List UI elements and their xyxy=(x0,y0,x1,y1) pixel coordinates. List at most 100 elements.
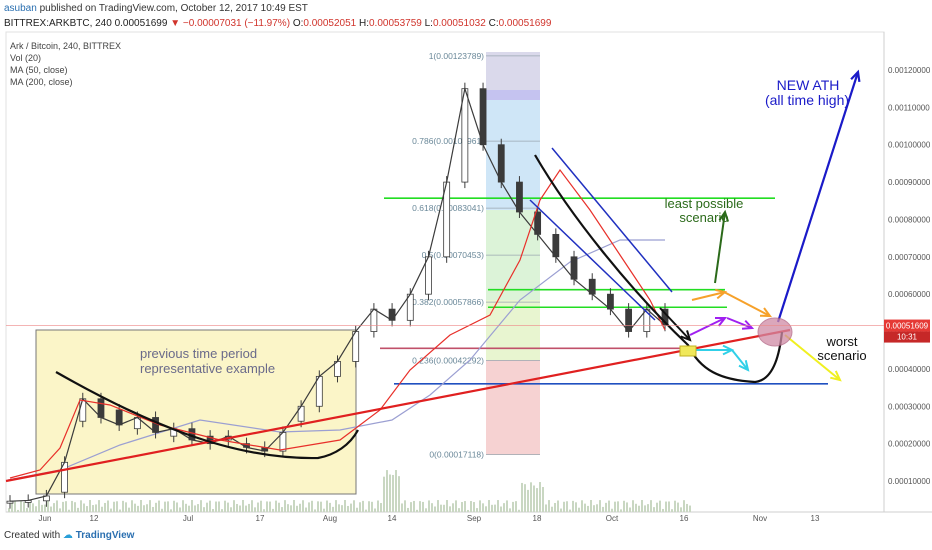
volume-bar xyxy=(335,500,337,512)
volume-bar xyxy=(515,501,517,512)
volume-bar xyxy=(143,505,145,512)
orange-arrow-2 xyxy=(723,291,771,317)
volume-bar xyxy=(629,507,631,512)
volume-bar xyxy=(686,503,688,512)
publish-text: published on TradingView.com, October 12… xyxy=(39,3,308,14)
volume-bar xyxy=(638,505,640,512)
candle-body xyxy=(461,88,469,183)
volume-bar xyxy=(599,500,601,512)
volume-bar xyxy=(191,500,193,512)
price-trace xyxy=(9,86,666,502)
candle-body xyxy=(443,181,451,258)
volume-bar xyxy=(404,500,406,512)
volume-bar xyxy=(359,502,361,512)
volume-bar xyxy=(47,500,49,512)
y-tick-label: 0.00070000 xyxy=(888,253,931,262)
volume-bar xyxy=(296,505,298,512)
volume-bar xyxy=(182,500,184,512)
volume-bar xyxy=(605,502,607,512)
close-value: 0.00051699 xyxy=(498,18,552,29)
volume-bar xyxy=(77,507,79,512)
current-price-label: 0.00051609 xyxy=(886,322,929,331)
volume-bar xyxy=(101,506,103,512)
volume-bar xyxy=(470,501,472,512)
volume-bar xyxy=(617,501,619,512)
fib-band-top xyxy=(486,52,540,90)
created-with: Created with xyxy=(4,530,61,541)
x-tick-label: Oct xyxy=(606,514,619,523)
volume-bar xyxy=(200,500,202,512)
volume-bar xyxy=(626,502,628,512)
legend-item-ma200[interactable]: MA (200, close) xyxy=(10,77,73,87)
volume-bar xyxy=(281,507,283,512)
legend-item-ma50[interactable]: MA (50, close) xyxy=(10,65,68,75)
channel-upper xyxy=(551,147,673,293)
volume-bar xyxy=(338,504,340,512)
volume-bar xyxy=(227,502,229,512)
ath-arrow-head xyxy=(850,69,861,83)
volume-bar xyxy=(125,502,127,512)
volume-bar xyxy=(230,507,232,512)
volume-bar xyxy=(146,504,148,512)
x-tick-label: 16 xyxy=(680,514,689,523)
volume-bar xyxy=(548,500,550,512)
open-value: 0.00052051 xyxy=(303,18,357,29)
worst-scenario-arrow xyxy=(784,334,841,381)
volume-bar xyxy=(149,500,151,512)
volume-bar xyxy=(158,500,160,512)
volume-bar xyxy=(491,504,493,512)
volume-bar xyxy=(473,502,475,512)
black-arrow xyxy=(659,307,691,341)
tradingview-logo-icon: ☁ xyxy=(62,530,73,541)
volume-bar xyxy=(368,501,370,512)
volume-bar xyxy=(449,506,451,512)
volume-bar xyxy=(299,503,301,512)
volume-bar xyxy=(680,507,682,512)
cyan-arrow-2-head xyxy=(738,360,750,372)
volume-bar xyxy=(416,509,418,512)
highlight-box xyxy=(679,345,697,357)
y-tick-label: 0.00030000 xyxy=(888,402,931,411)
volume-bar xyxy=(116,501,118,512)
legend-item-vol[interactable]: Vol (20) xyxy=(10,53,42,63)
volume-bar xyxy=(167,501,169,512)
volume-bar xyxy=(161,508,163,512)
volume-bar xyxy=(212,509,214,512)
y-tick-label: 0.00060000 xyxy=(888,290,931,299)
volume-bar xyxy=(635,503,637,512)
volume-bar xyxy=(308,502,310,512)
high-value: 0.00053759 xyxy=(369,18,422,29)
fib-level-label: 0(0.00017118) xyxy=(429,449,484,459)
black-arrow-head xyxy=(680,330,692,342)
author-link[interactable]: asuban xyxy=(4,3,37,14)
ath-arrow xyxy=(776,71,860,323)
volume-bar xyxy=(59,508,61,512)
volume-bar xyxy=(131,500,133,512)
volume-bar xyxy=(455,500,457,512)
candle-body xyxy=(79,398,87,422)
channel-lower xyxy=(529,199,656,321)
volume-bar xyxy=(683,500,685,512)
volume-bar xyxy=(530,482,532,512)
volume-bar xyxy=(425,508,427,512)
volume-bar xyxy=(14,501,16,512)
volume-bar xyxy=(176,502,178,512)
volume-bar xyxy=(476,508,478,512)
volume-bar xyxy=(107,500,109,512)
publish-line: asuban published on TradingView.com, Oct… xyxy=(4,3,308,14)
ohlc-line: BITTREX:ARKBTC, 240 0.00051699 ▼ −0.0000… xyxy=(4,18,552,29)
volume-bar xyxy=(356,507,358,512)
volume-bar xyxy=(650,500,652,512)
y-tick-label: 0.00110000 xyxy=(888,103,930,112)
annotation-text: NEW ATH xyxy=(777,77,840,93)
volume-bar xyxy=(293,500,295,512)
volume-bar xyxy=(248,503,250,512)
volume-bar xyxy=(113,501,115,512)
tradingview-brand[interactable]: TradingView xyxy=(75,530,135,541)
volume-bar xyxy=(257,502,259,512)
volume-bar xyxy=(362,500,364,512)
volume-bar xyxy=(407,507,409,512)
volume-bar xyxy=(353,500,355,512)
volume-bar xyxy=(536,488,538,512)
